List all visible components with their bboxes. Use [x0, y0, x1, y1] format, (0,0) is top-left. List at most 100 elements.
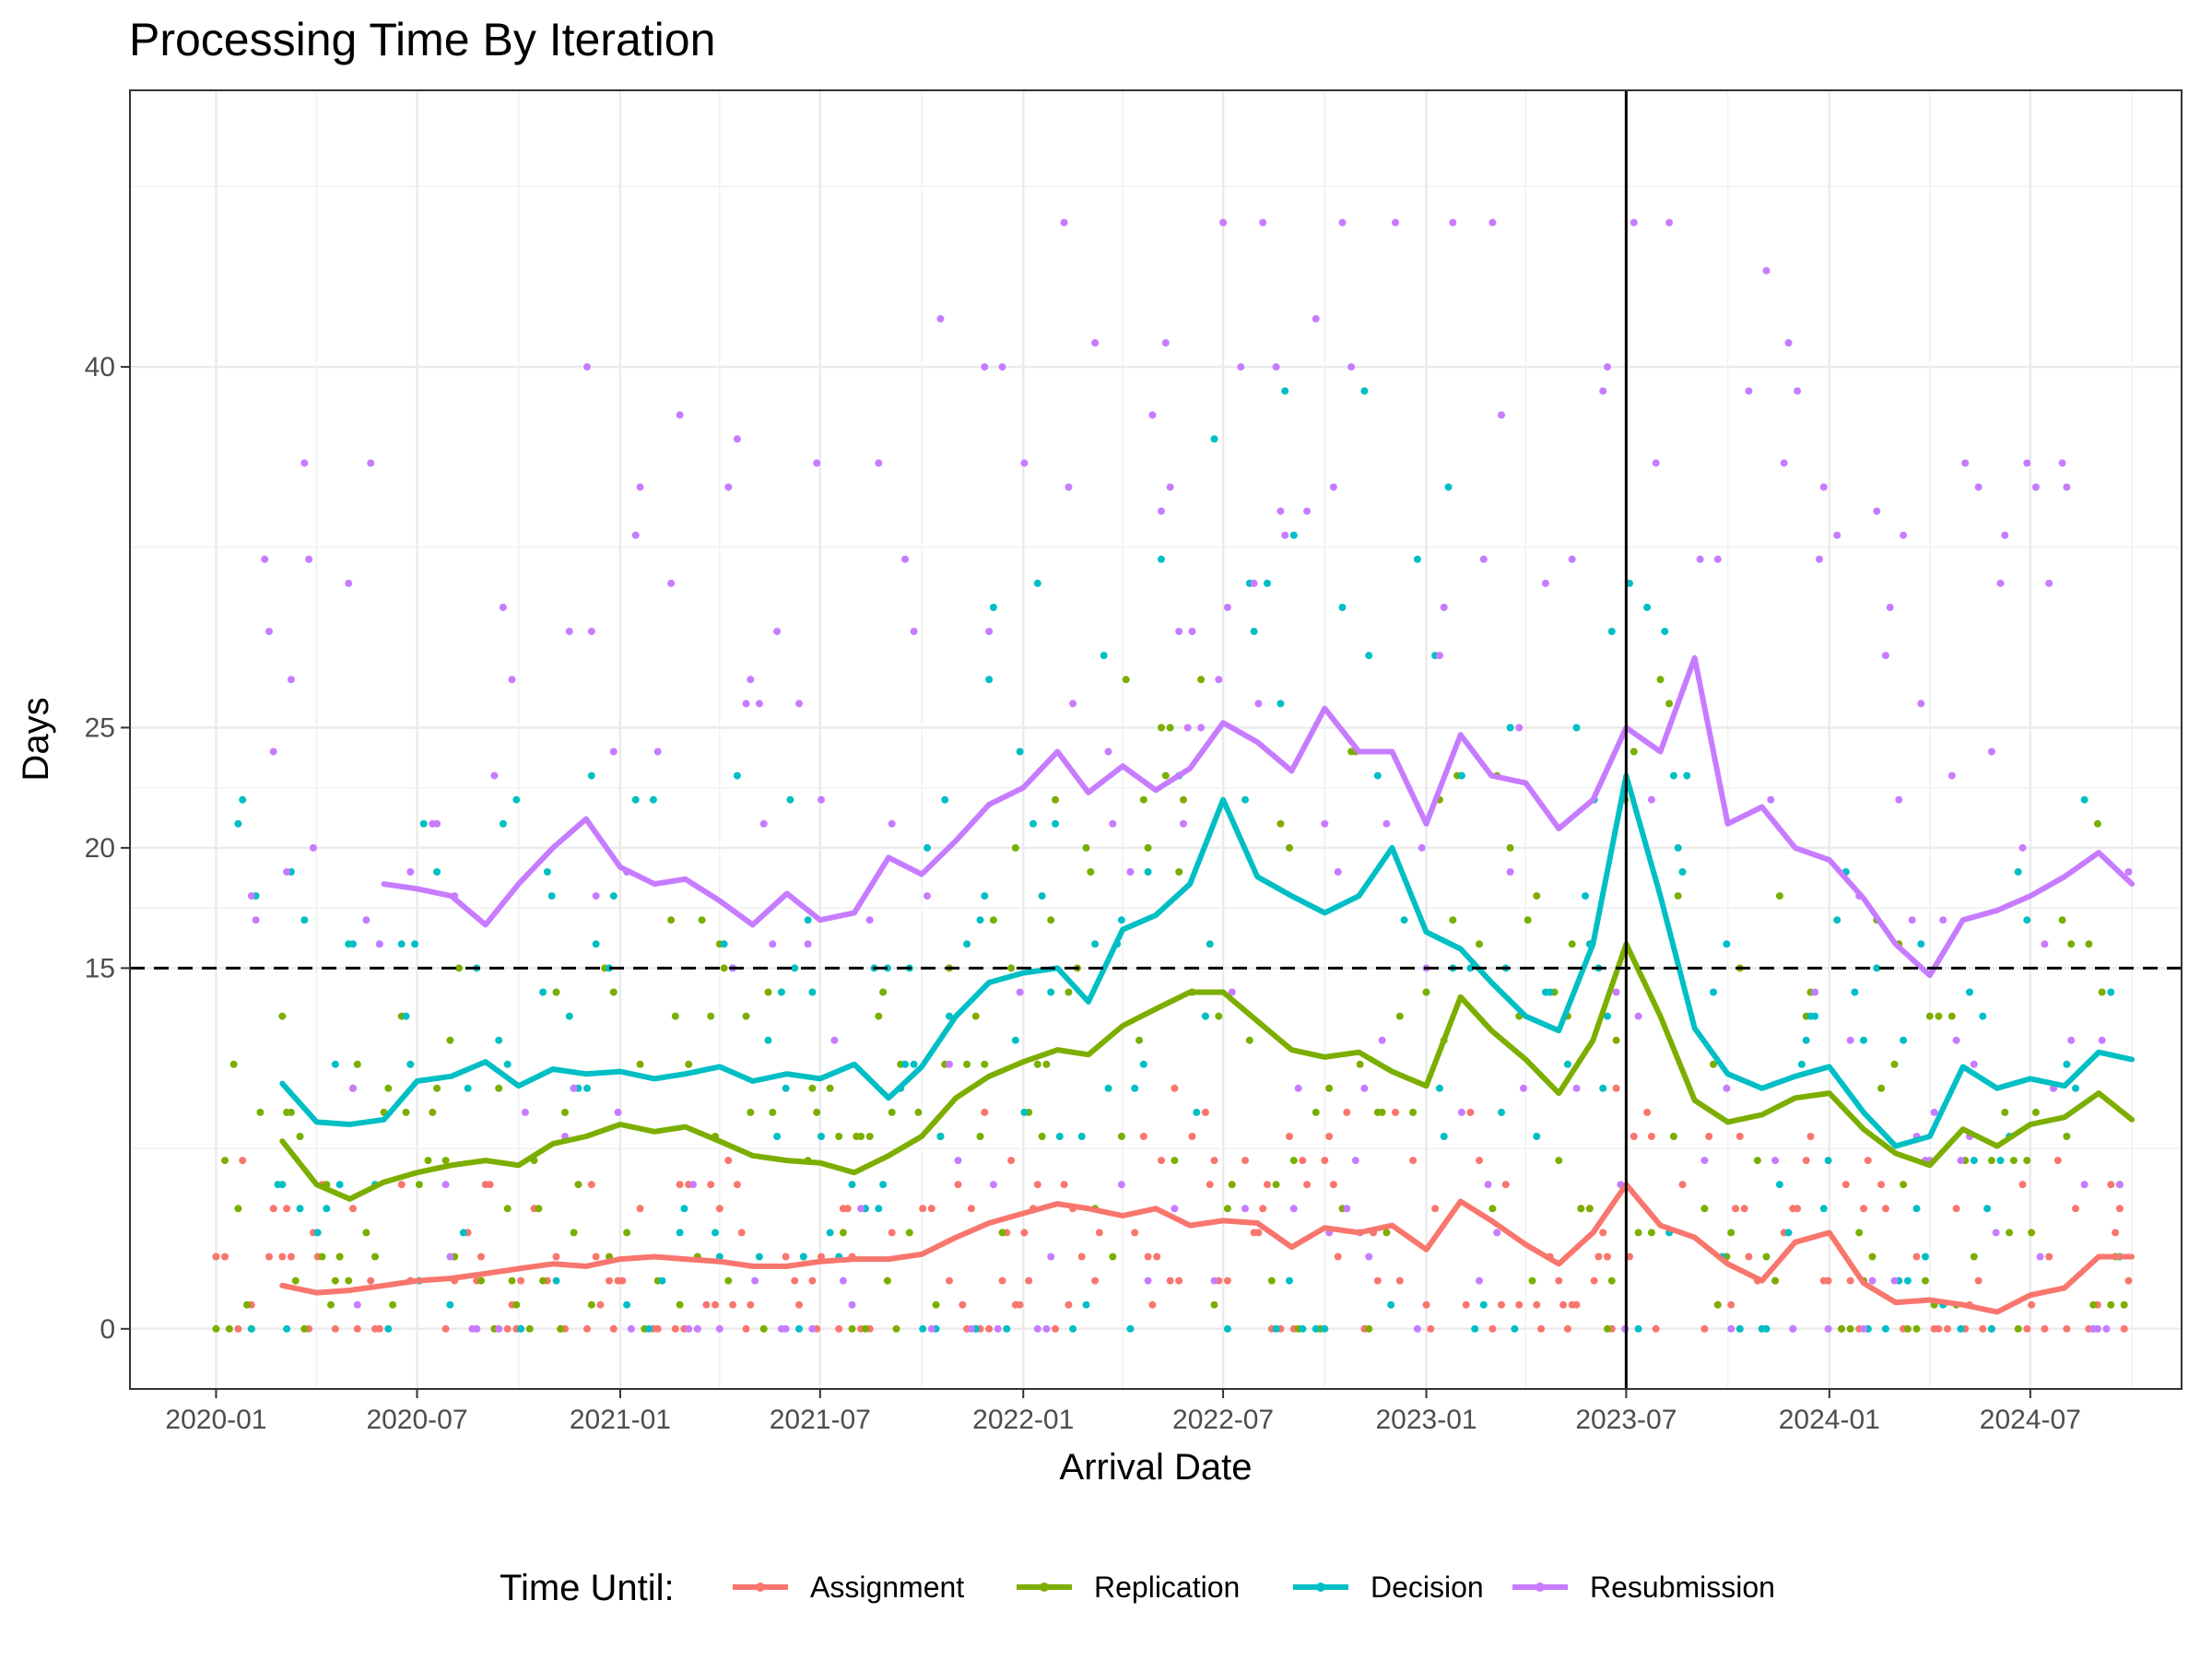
- scatter-point: [1811, 988, 1819, 996]
- scatter-point: [2085, 940, 2093, 948]
- scatter-point: [875, 1012, 883, 1020]
- scatter-point: [1210, 1157, 1218, 1165]
- scatter-point: [521, 1108, 529, 1116]
- scatter-point: [278, 1253, 287, 1261]
- scatter-point: [1498, 1300, 1505, 1309]
- scatter-point: [1957, 1324, 1965, 1333]
- scatter-point: [1506, 868, 1514, 876]
- scatter-point: [1223, 604, 1231, 611]
- scatter-point: [1400, 916, 1408, 924]
- scatter-point: [1444, 483, 1453, 491]
- scatter-point: [1351, 1157, 1359, 1165]
- scatter-point: [1947, 771, 1956, 780]
- scatter-point: [2067, 940, 2076, 948]
- scatter-point: [1563, 1324, 1571, 1333]
- scatter-point: [1555, 1157, 1563, 1165]
- scatter-point: [512, 1300, 521, 1309]
- scatter-point: [671, 1324, 679, 1333]
- scatter-point: [1250, 628, 1258, 636]
- scatter-point: [720, 964, 728, 972]
- scatter-point: [1440, 1133, 1448, 1140]
- scatter-point: [808, 1277, 817, 1285]
- scatter-point: [693, 1324, 701, 1333]
- scatter-point: [265, 628, 273, 636]
- scatter-point: [1604, 363, 1611, 371]
- scatter-point: [967, 1205, 975, 1213]
- scatter-point: [2018, 1181, 2027, 1189]
- legend-key-point: [1535, 1583, 1545, 1592]
- scatter-point: [636, 1205, 644, 1213]
- scatter-point: [441, 1157, 450, 1165]
- scatter-point: [1321, 1324, 1329, 1333]
- scatter-point: [1506, 724, 1514, 732]
- scatter-point: [446, 1253, 454, 1261]
- scatter-point: [592, 940, 600, 948]
- scatter-point: [1245, 1036, 1253, 1044]
- scatter-point: [715, 1324, 724, 1333]
- scatter-point: [1992, 1229, 2000, 1237]
- scatter-point: [1630, 1133, 1638, 1140]
- scatter-point: [362, 1229, 371, 1237]
- scatter-point: [1979, 1324, 1987, 1333]
- scatter-point: [1016, 988, 1024, 996]
- scatter-point: [1382, 819, 1391, 828]
- scatter-point: [1365, 652, 1373, 660]
- scatter-point: [1272, 1181, 1280, 1189]
- scatter-point: [985, 676, 994, 684]
- scatter-point: [1166, 724, 1174, 732]
- scatter-point: [1104, 1084, 1112, 1092]
- scatter-point: [1435, 1084, 1443, 1092]
- scatter-point: [946, 1060, 953, 1068]
- scatter-point: [2031, 1108, 2040, 1116]
- legend-label: Assignment: [810, 1571, 964, 1604]
- scatter-point: [411, 940, 419, 948]
- scatter-point: [1294, 1084, 1302, 1092]
- scatter-point: [2120, 1300, 2128, 1309]
- scatter-point: [283, 1324, 291, 1333]
- scatter-point: [495, 1324, 503, 1333]
- scatter-point: [1771, 1277, 1780, 1285]
- scatter-point: [1360, 1084, 1369, 1092]
- scatter-point: [1272, 1324, 1280, 1333]
- scatter-point: [773, 1133, 782, 1140]
- scatter-point: [1908, 916, 1916, 924]
- scatter-point: [1286, 1133, 1293, 1140]
- scatter-point: [818, 1133, 825, 1140]
- scatter-point: [1082, 843, 1090, 852]
- scatter-point: [1794, 387, 1802, 395]
- x-tick-label: 2024-07: [1980, 1405, 2081, 1435]
- y-tick-label: 25: [85, 712, 115, 743]
- scatter-point: [592, 1253, 600, 1261]
- scatter-point: [1148, 1300, 1157, 1309]
- scatter-point: [1254, 1229, 1263, 1237]
- legend: Time Until: Assignment Replication Decisio…: [500, 1568, 1775, 1608]
- scatter-point: [1555, 1277, 1563, 1285]
- scatter-point: [808, 988, 817, 996]
- scatter-point: [2014, 868, 2022, 876]
- scatter-point: [636, 1060, 644, 1068]
- scatter-point: [552, 988, 560, 996]
- plot-panel-border: [129, 89, 2183, 1390]
- scatter-point: [300, 459, 309, 467]
- scatter-point: [1237, 363, 1245, 371]
- scatter-point: [415, 1181, 423, 1189]
- scatter-point: [1590, 1277, 1598, 1285]
- scatter-point: [1144, 1277, 1152, 1285]
- scatter-point: [927, 1205, 935, 1213]
- scatter-point: [1158, 555, 1165, 563]
- scatter-point: [976, 1133, 984, 1140]
- scatter-point: [345, 579, 353, 587]
- scatter-point: [729, 1300, 737, 1309]
- scatter-point: [2058, 459, 2066, 467]
- scatter-point: [1329, 483, 1337, 491]
- scatter-point: [1392, 218, 1399, 227]
- scatter-point: [1524, 916, 1532, 924]
- scatter-point: [1802, 1157, 1810, 1165]
- scatter-point: [1413, 555, 1421, 563]
- scatter-point: [1153, 1253, 1161, 1261]
- scatter-point: [1007, 964, 1016, 972]
- y-axis-ticks: 0 15 20 25 40: [85, 352, 130, 1345]
- scatter-point: [1060, 1181, 1068, 1189]
- scatter-point: [1900, 1036, 1908, 1044]
- scatter-point: [892, 1324, 900, 1333]
